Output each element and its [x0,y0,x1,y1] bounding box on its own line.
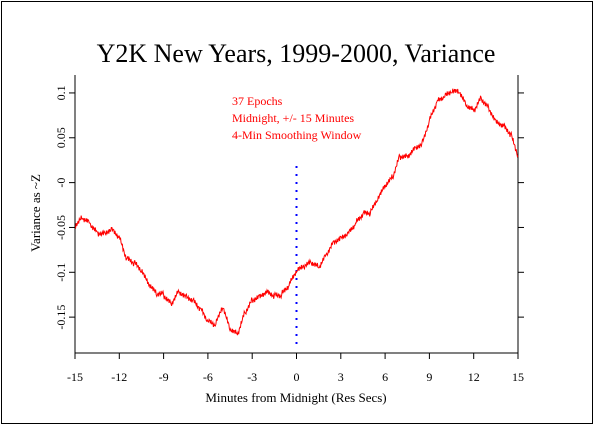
annotation-window: Midnight, +/- 15 Minutes [232,111,354,125]
x-tick-label: 0 [294,370,300,384]
chart-title: Y2K New Years, 1999-2000, Variance [97,39,496,68]
annotation-smoothing: 4-Min Smoothing Window [232,128,362,142]
x-tick-label: 9 [426,370,432,384]
x-tick-label: -15 [67,370,83,384]
y-tick-label: -0.05 [54,215,68,240]
x-tick-label: -3 [247,370,257,384]
x-tick-label: 12 [468,370,480,384]
x-tick-label: -12 [111,370,127,384]
x-tick-label: -9 [159,370,169,384]
y-tick-label: -0.1 [54,263,68,282]
annotation-epochs: 37 Epochs [232,94,283,108]
x-tick-label: -6 [203,370,213,384]
variance-series-line [74,88,519,336]
x-tick-label: 3 [338,370,344,384]
y-tick-label: -0 [54,178,68,188]
y-tick-label: 0.05 [54,127,68,148]
x-tick-label: 6 [382,370,388,384]
y-axis-label: Variance as ~Z [28,174,43,252]
y-tick-label: 0.1 [54,85,68,100]
x-axis-label: Minutes from Midnight (Res Secs) [205,390,386,405]
y-tick-label: -0.15 [54,305,68,330]
x-tick-label: 15 [512,370,524,384]
